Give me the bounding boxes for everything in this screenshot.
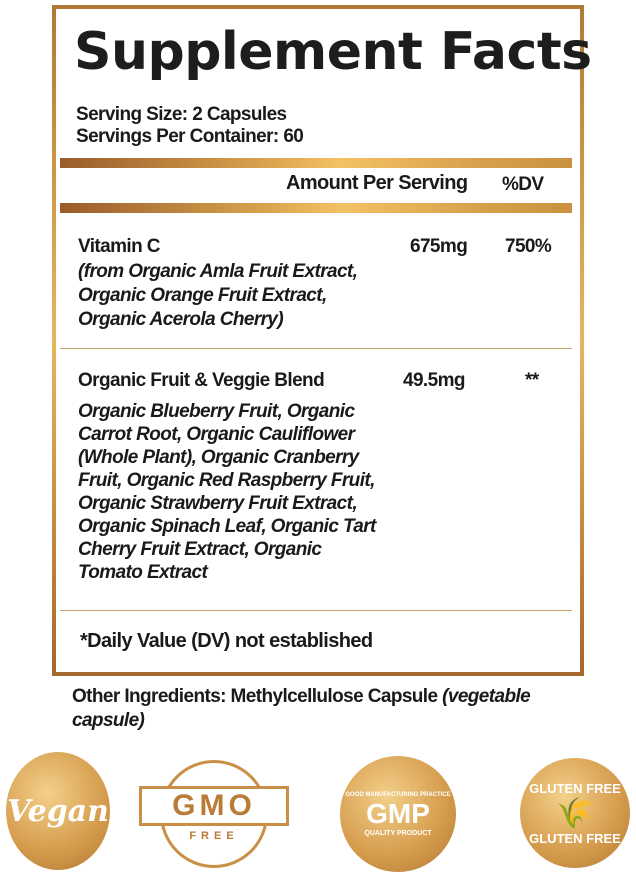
nutrient-source: (from Organic Amla Fruit Extract, xyxy=(78,261,358,282)
nutrient-dv: 750% xyxy=(505,236,552,257)
row-separator xyxy=(60,610,572,611)
blend-ingredients: Organic Spinach Leaf, Organic Tart xyxy=(78,516,376,537)
gmo-free-badge: GMO FREE xyxy=(139,760,289,868)
gluten-label: GLUTEN FREE xyxy=(529,780,621,796)
serving-size: Serving Size: 2 Capsules xyxy=(76,104,287,125)
panel-title: Supplement Facts xyxy=(74,22,592,82)
blend-ingredients: Fruit, Organic Red Raspberry Fruit, xyxy=(78,470,375,491)
vegan-badge: Vegan xyxy=(6,752,110,870)
vegan-label: Vegan xyxy=(7,793,109,829)
nutrient-source: Organic Acerola Cherry) xyxy=(78,309,284,330)
blend-ingredients: Cherry Fruit Extract, Organic xyxy=(78,539,322,560)
nutrient-name: Organic Fruit & Veggie Blend xyxy=(78,370,325,391)
amount-header: Amount Per Serving xyxy=(286,172,468,194)
nutrient-amount: 49.5mg xyxy=(403,370,465,391)
footnote: *Daily Value (DV) not established xyxy=(80,630,373,652)
blend-ingredients: (Whole Plant), Organic Cranberry xyxy=(78,447,359,468)
divider-bar xyxy=(60,203,572,213)
supplement-facts-panel xyxy=(52,5,584,676)
nutrient-amount: 675mg xyxy=(410,236,468,257)
wheat-icon: 🌾 xyxy=(556,796,594,830)
other-ingredients: Other Ingredients: Methylcellulose Capsu… xyxy=(72,686,443,707)
blend-ingredients: Organic Blueberry Fruit, Organic xyxy=(78,401,355,422)
other-ingredients-note: (vegetable xyxy=(442,686,531,707)
nutrient-name: Vitamin C xyxy=(78,236,160,257)
gmp-label: GMP xyxy=(366,797,430,829)
gluten-free-badge: GLUTEN FREE 🌾 GLUTEN FREE xyxy=(520,758,630,868)
nutrient-source: Organic Orange Fruit Extract, xyxy=(78,285,327,306)
nutrient-dv: ** xyxy=(525,370,539,391)
dv-header: %DV xyxy=(502,174,544,195)
gluten-label: GLUTEN FREE xyxy=(529,830,621,846)
blend-ingredients: Organic Strawberry Fruit Extract, xyxy=(78,493,358,514)
gmo-label: GMO xyxy=(139,786,289,826)
servings-per-container: Servings Per Container: 60 xyxy=(76,126,304,147)
gmp-bottom-text: QUALITY PRODUCT xyxy=(364,829,432,837)
blend-ingredients: Tomato Extract xyxy=(78,562,208,583)
other-ingredients-note: capsule) xyxy=(72,710,145,731)
gmp-top-text: GOOD MANUFACTURING PRACTICE xyxy=(345,791,451,798)
divider-bar xyxy=(60,158,572,168)
blend-ingredients: Carrot Root, Organic Cauliflower xyxy=(78,424,355,445)
gmp-badge: GOOD MANUFACTURING PRACTICE GMP QUALITY … xyxy=(340,756,456,872)
row-separator xyxy=(60,348,572,349)
gmo-free-label: FREE xyxy=(189,830,239,842)
